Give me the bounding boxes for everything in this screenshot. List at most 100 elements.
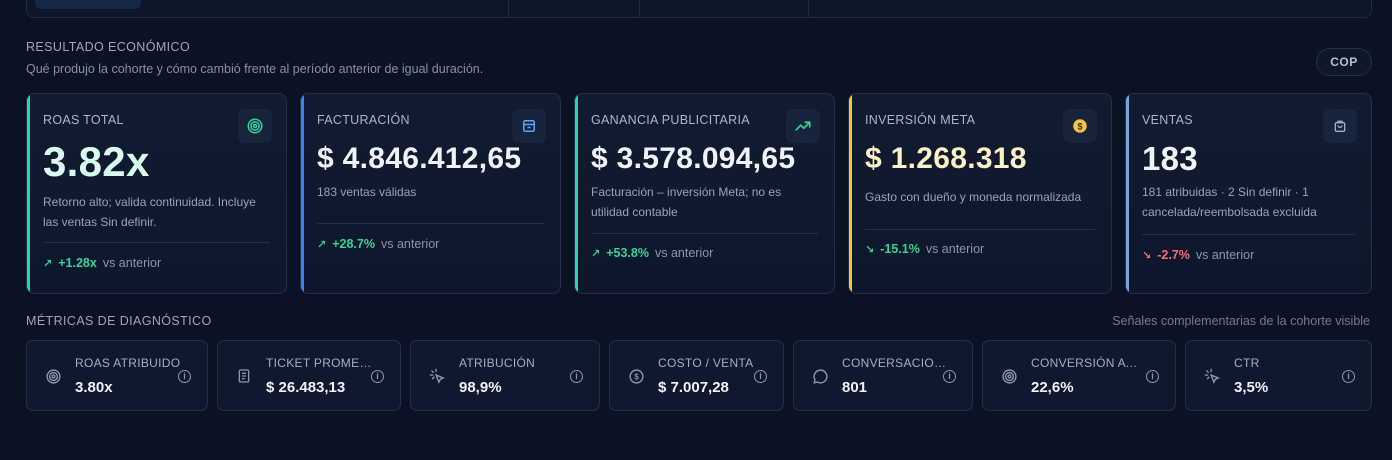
kpi-card-inversion-meta: INVERSIÓN META $ $ 1.268.318 Gasto con d… bbox=[848, 93, 1112, 294]
card-divider bbox=[591, 233, 818, 234]
info-icon[interactable]: i bbox=[570, 370, 583, 383]
trending-up-icon bbox=[786, 109, 820, 143]
card-divider bbox=[1142, 234, 1355, 235]
card-divider bbox=[317, 223, 544, 224]
card-label: GANANCIA PUBLICITARIA bbox=[591, 113, 750, 127]
metric-value: 3,5% bbox=[1234, 379, 1269, 396]
card-description: Gasto con dueño y moneda normalizada bbox=[865, 190, 1082, 204]
metric-costo-venta: $ COSTO / VENTA $ 7.007,28 i bbox=[609, 340, 784, 411]
card-value: $ 1.268.318 bbox=[865, 142, 1027, 175]
cursor-click-icon bbox=[1202, 366, 1222, 386]
arrow-down-right-icon: ↘ bbox=[865, 243, 875, 256]
card-label: FACTURACIÓN bbox=[317, 113, 410, 127]
metric-conversion: CONVERSIÓN A VE... 22,6% i bbox=[982, 340, 1176, 411]
info-icon[interactable]: i bbox=[1342, 370, 1355, 383]
section-title: RESULTADO ECONÓMICO bbox=[26, 40, 191, 54]
delta-suffix: vs anterior bbox=[102, 256, 162, 270]
dollar-circle-icon: $ bbox=[626, 366, 646, 386]
store-icon bbox=[512, 109, 546, 143]
metric-label: COSTO / VENTA bbox=[658, 356, 754, 370]
card-value: 3.82x bbox=[43, 138, 150, 185]
kpi-card-ventas: VENTAS 183 181 atribuidas · 2 Sin defini… bbox=[1125, 93, 1372, 294]
dollar-coin-icon: $ bbox=[1063, 109, 1097, 143]
metric-label: ATRIBUCIÓN bbox=[459, 356, 536, 370]
receipt-icon bbox=[234, 366, 254, 386]
metric-value: $ 26.483,13 bbox=[266, 379, 346, 396]
metric-label: CONVERSACIONES bbox=[842, 356, 952, 370]
metric-atribucion: ATRIBUCIÓN 98,9% i bbox=[410, 340, 600, 411]
metric-conversaciones: CONVERSACIONES 801 i bbox=[793, 340, 973, 411]
arrow-up-right-icon: ↗ bbox=[43, 257, 53, 270]
delta-value: -2.7% bbox=[1157, 248, 1190, 262]
card-divider bbox=[865, 229, 1095, 230]
kpi-card-roas-total: ROAS TOTAL 3.82x Retorno alto; valida co… bbox=[26, 93, 287, 294]
toolbar-divider bbox=[808, 0, 809, 17]
info-icon[interactable]: i bbox=[371, 370, 384, 383]
arrow-up-right-icon: ↗ bbox=[591, 247, 601, 260]
diagnostics-title: MÉTRICAS DE DIAGNÓSTICO bbox=[26, 314, 212, 328]
card-delta: ↘ -15.1% vs anterior bbox=[865, 242, 984, 256]
info-icon[interactable]: i bbox=[178, 370, 191, 383]
card-accent-bar bbox=[301, 94, 304, 293]
arrow-up-right-icon: ↗ bbox=[317, 238, 327, 251]
metric-ticket-promedio: TICKET PROMEDIO $ 26.483,13 i bbox=[217, 340, 401, 411]
card-delta: ↗ +1.28x vs anterior bbox=[43, 256, 161, 270]
delta-value: +53.8% bbox=[606, 246, 649, 260]
metric-label: TICKET PROMEDIO bbox=[266, 356, 376, 370]
card-delta: ↘ -2.7% vs anterior bbox=[1142, 248, 1254, 262]
chat-bubble-icon bbox=[810, 366, 830, 386]
card-delta: ↗ +28.7% vs anterior bbox=[317, 237, 439, 251]
card-label: VENTAS bbox=[1142, 113, 1193, 127]
card-accent-bar bbox=[27, 94, 30, 293]
metric-value: 98,9% bbox=[459, 379, 502, 396]
card-accent-bar bbox=[849, 94, 852, 293]
metric-label: CTR bbox=[1234, 356, 1260, 370]
toolbar-divider bbox=[508, 0, 509, 17]
metric-value: 22,6% bbox=[1031, 379, 1074, 396]
delta-suffix: vs anterior bbox=[1195, 248, 1255, 262]
card-value: $ 4.846.412,65 bbox=[317, 142, 522, 175]
card-description: Facturación – inversión Meta; no es util… bbox=[591, 185, 782, 219]
card-description: 181 atribuidas · 2 Sin definir · 1 cance… bbox=[1142, 185, 1317, 219]
metric-roas-atribuido: ROAS ATRIBUIDO 3.80x i bbox=[26, 340, 208, 411]
target-icon bbox=[238, 109, 272, 143]
card-label: INVERSIÓN META bbox=[865, 113, 976, 127]
metric-value: 801 bbox=[842, 379, 868, 396]
target-icon bbox=[43, 366, 63, 386]
delta-value: +28.7% bbox=[332, 237, 375, 251]
delta-suffix: vs anterior bbox=[380, 237, 440, 251]
svg-text:$: $ bbox=[1077, 121, 1082, 131]
metric-value: 3.80x bbox=[75, 379, 113, 396]
kpi-card-ganancia-publicitaria: GANANCIA PUBLICITARIA $ 3.578.094,65 Fac… bbox=[574, 93, 835, 294]
section-subtitle: Qué produjo la cohorte y cómo cambió fre… bbox=[26, 62, 484, 76]
card-accent-bar bbox=[1126, 94, 1129, 293]
target-icon bbox=[999, 366, 1019, 386]
card-value: 183 bbox=[1142, 140, 1198, 177]
delta-suffix: vs anterior bbox=[654, 246, 714, 260]
cursor-click-icon bbox=[427, 366, 447, 386]
card-description: Retorno alto; valida continuidad. Incluy… bbox=[43, 195, 256, 229]
card-description: 183 ventas válidas bbox=[317, 185, 417, 199]
delta-value: -15.1% bbox=[880, 242, 920, 256]
metric-value: $ 7.007,28 bbox=[658, 379, 729, 396]
active-tab[interactable] bbox=[35, 0, 141, 9]
shopping-bag-icon bbox=[1323, 109, 1357, 143]
toolbar-divider bbox=[639, 0, 640, 17]
delta-suffix: vs anterior bbox=[925, 242, 985, 256]
metric-label: ROAS ATRIBUIDO bbox=[75, 356, 181, 370]
card-value: $ 3.578.094,65 bbox=[591, 142, 796, 175]
kpi-card-facturacion: FACTURACIÓN $ 4.846.412,65 183 ventas vá… bbox=[300, 93, 561, 294]
info-icon[interactable]: i bbox=[1146, 370, 1159, 383]
currency-button[interactable]: COP bbox=[1316, 48, 1372, 76]
card-divider bbox=[43, 242, 270, 243]
info-icon[interactable]: i bbox=[754, 370, 767, 383]
info-icon[interactable]: i bbox=[943, 370, 956, 383]
metric-ctr: CTR 3,5% i bbox=[1185, 340, 1372, 411]
top-toolbar bbox=[26, 0, 1372, 18]
card-delta: ↗ +53.8% vs anterior bbox=[591, 246, 713, 260]
arrow-down-right-icon: ↘ bbox=[1142, 249, 1152, 262]
svg-text:$: $ bbox=[634, 372, 639, 381]
card-label: ROAS TOTAL bbox=[43, 113, 124, 127]
metric-label: CONVERSIÓN A VE... bbox=[1031, 356, 1139, 370]
delta-value: +1.28x bbox=[58, 256, 97, 270]
